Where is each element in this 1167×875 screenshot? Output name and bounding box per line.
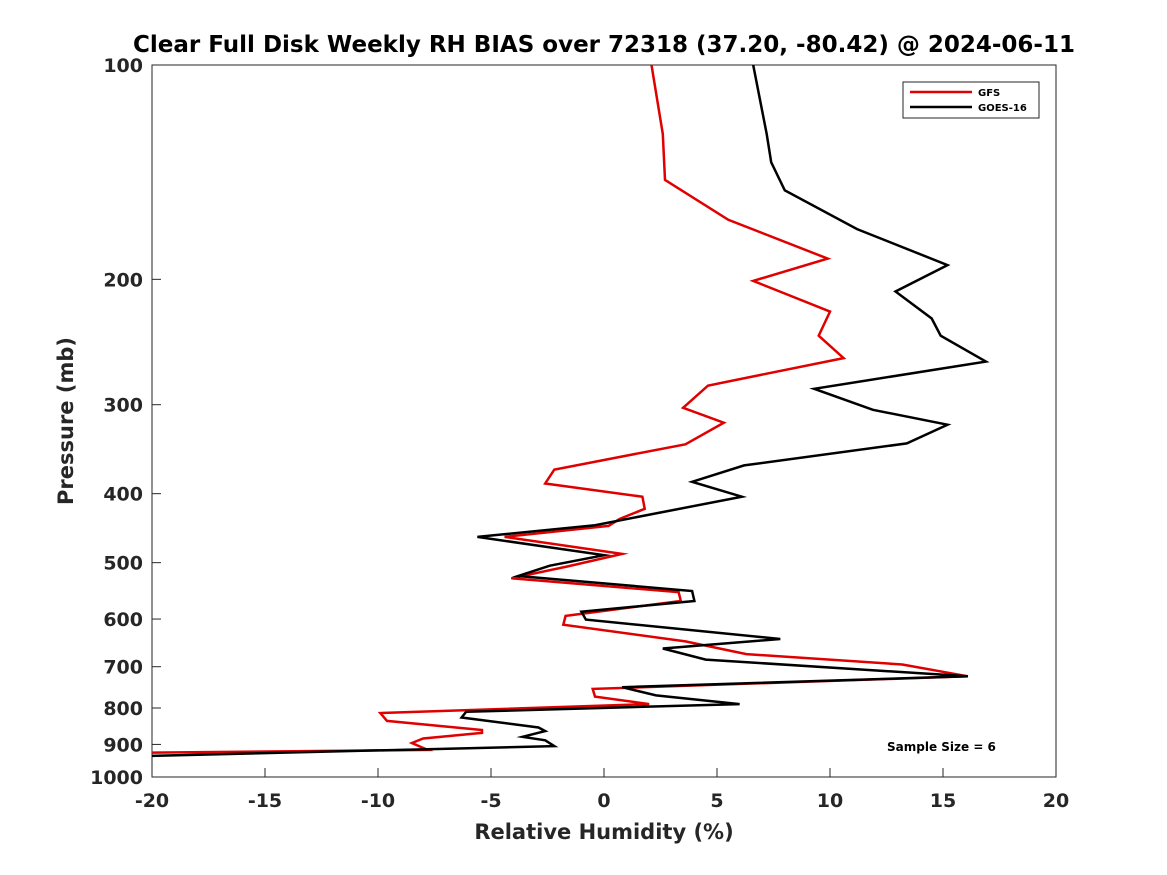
x-tick-label: -10 xyxy=(361,790,395,812)
x-tick-label: 20 xyxy=(1043,790,1069,812)
axes-box xyxy=(151,64,1057,778)
y-tick-label: 100 xyxy=(103,55,143,77)
x-tick-label: -15 xyxy=(248,790,282,812)
y-tick-label: 600 xyxy=(103,609,143,631)
series-layer xyxy=(151,64,990,758)
chart-title: Clear Full Disk Weekly RH BIAS over 7231… xyxy=(133,32,1075,58)
legend-label-gfs: GFS xyxy=(978,88,1000,99)
sample-size-annotation: Sample Size = 6 xyxy=(887,740,996,754)
y-tick-label: 300 xyxy=(103,395,143,417)
y-tick-label: 200 xyxy=(103,269,143,291)
y-axis-label: Pressure (mb) xyxy=(54,337,78,505)
legend-box xyxy=(902,81,1040,119)
x-tick-label: 10 xyxy=(817,790,843,812)
y-tick-label: 700 xyxy=(103,657,143,679)
x-tick-label: 15 xyxy=(930,790,956,812)
y-tick-label: 900 xyxy=(103,734,143,756)
y-tick-label: 1000 xyxy=(90,767,143,789)
x-tick-label: -20 xyxy=(135,790,169,812)
x-tick-label: 5 xyxy=(710,790,723,812)
series-line-goes16 xyxy=(151,64,990,758)
legend: GFS GOES-16 xyxy=(902,81,1040,119)
x-tick-label: 0 xyxy=(597,790,610,812)
x-axis-label: Relative Humidity (%) xyxy=(474,820,733,844)
legend-label-goes16: GOES-16 xyxy=(978,103,1027,114)
x-tick-label: -5 xyxy=(480,790,501,812)
y-axis-ticks: 100 200 300 400 500 600 700 800 900 1000 xyxy=(90,55,161,789)
plot-area xyxy=(151,64,1057,778)
x-axis-ticks: -20 -15 -10 -5 0 5 10 15 20 xyxy=(135,768,1069,812)
y-tick-label: 500 xyxy=(103,553,143,575)
series-line-gfs xyxy=(151,64,969,754)
y-tick-label: 800 xyxy=(103,698,143,720)
y-tick-label: 400 xyxy=(103,484,143,506)
